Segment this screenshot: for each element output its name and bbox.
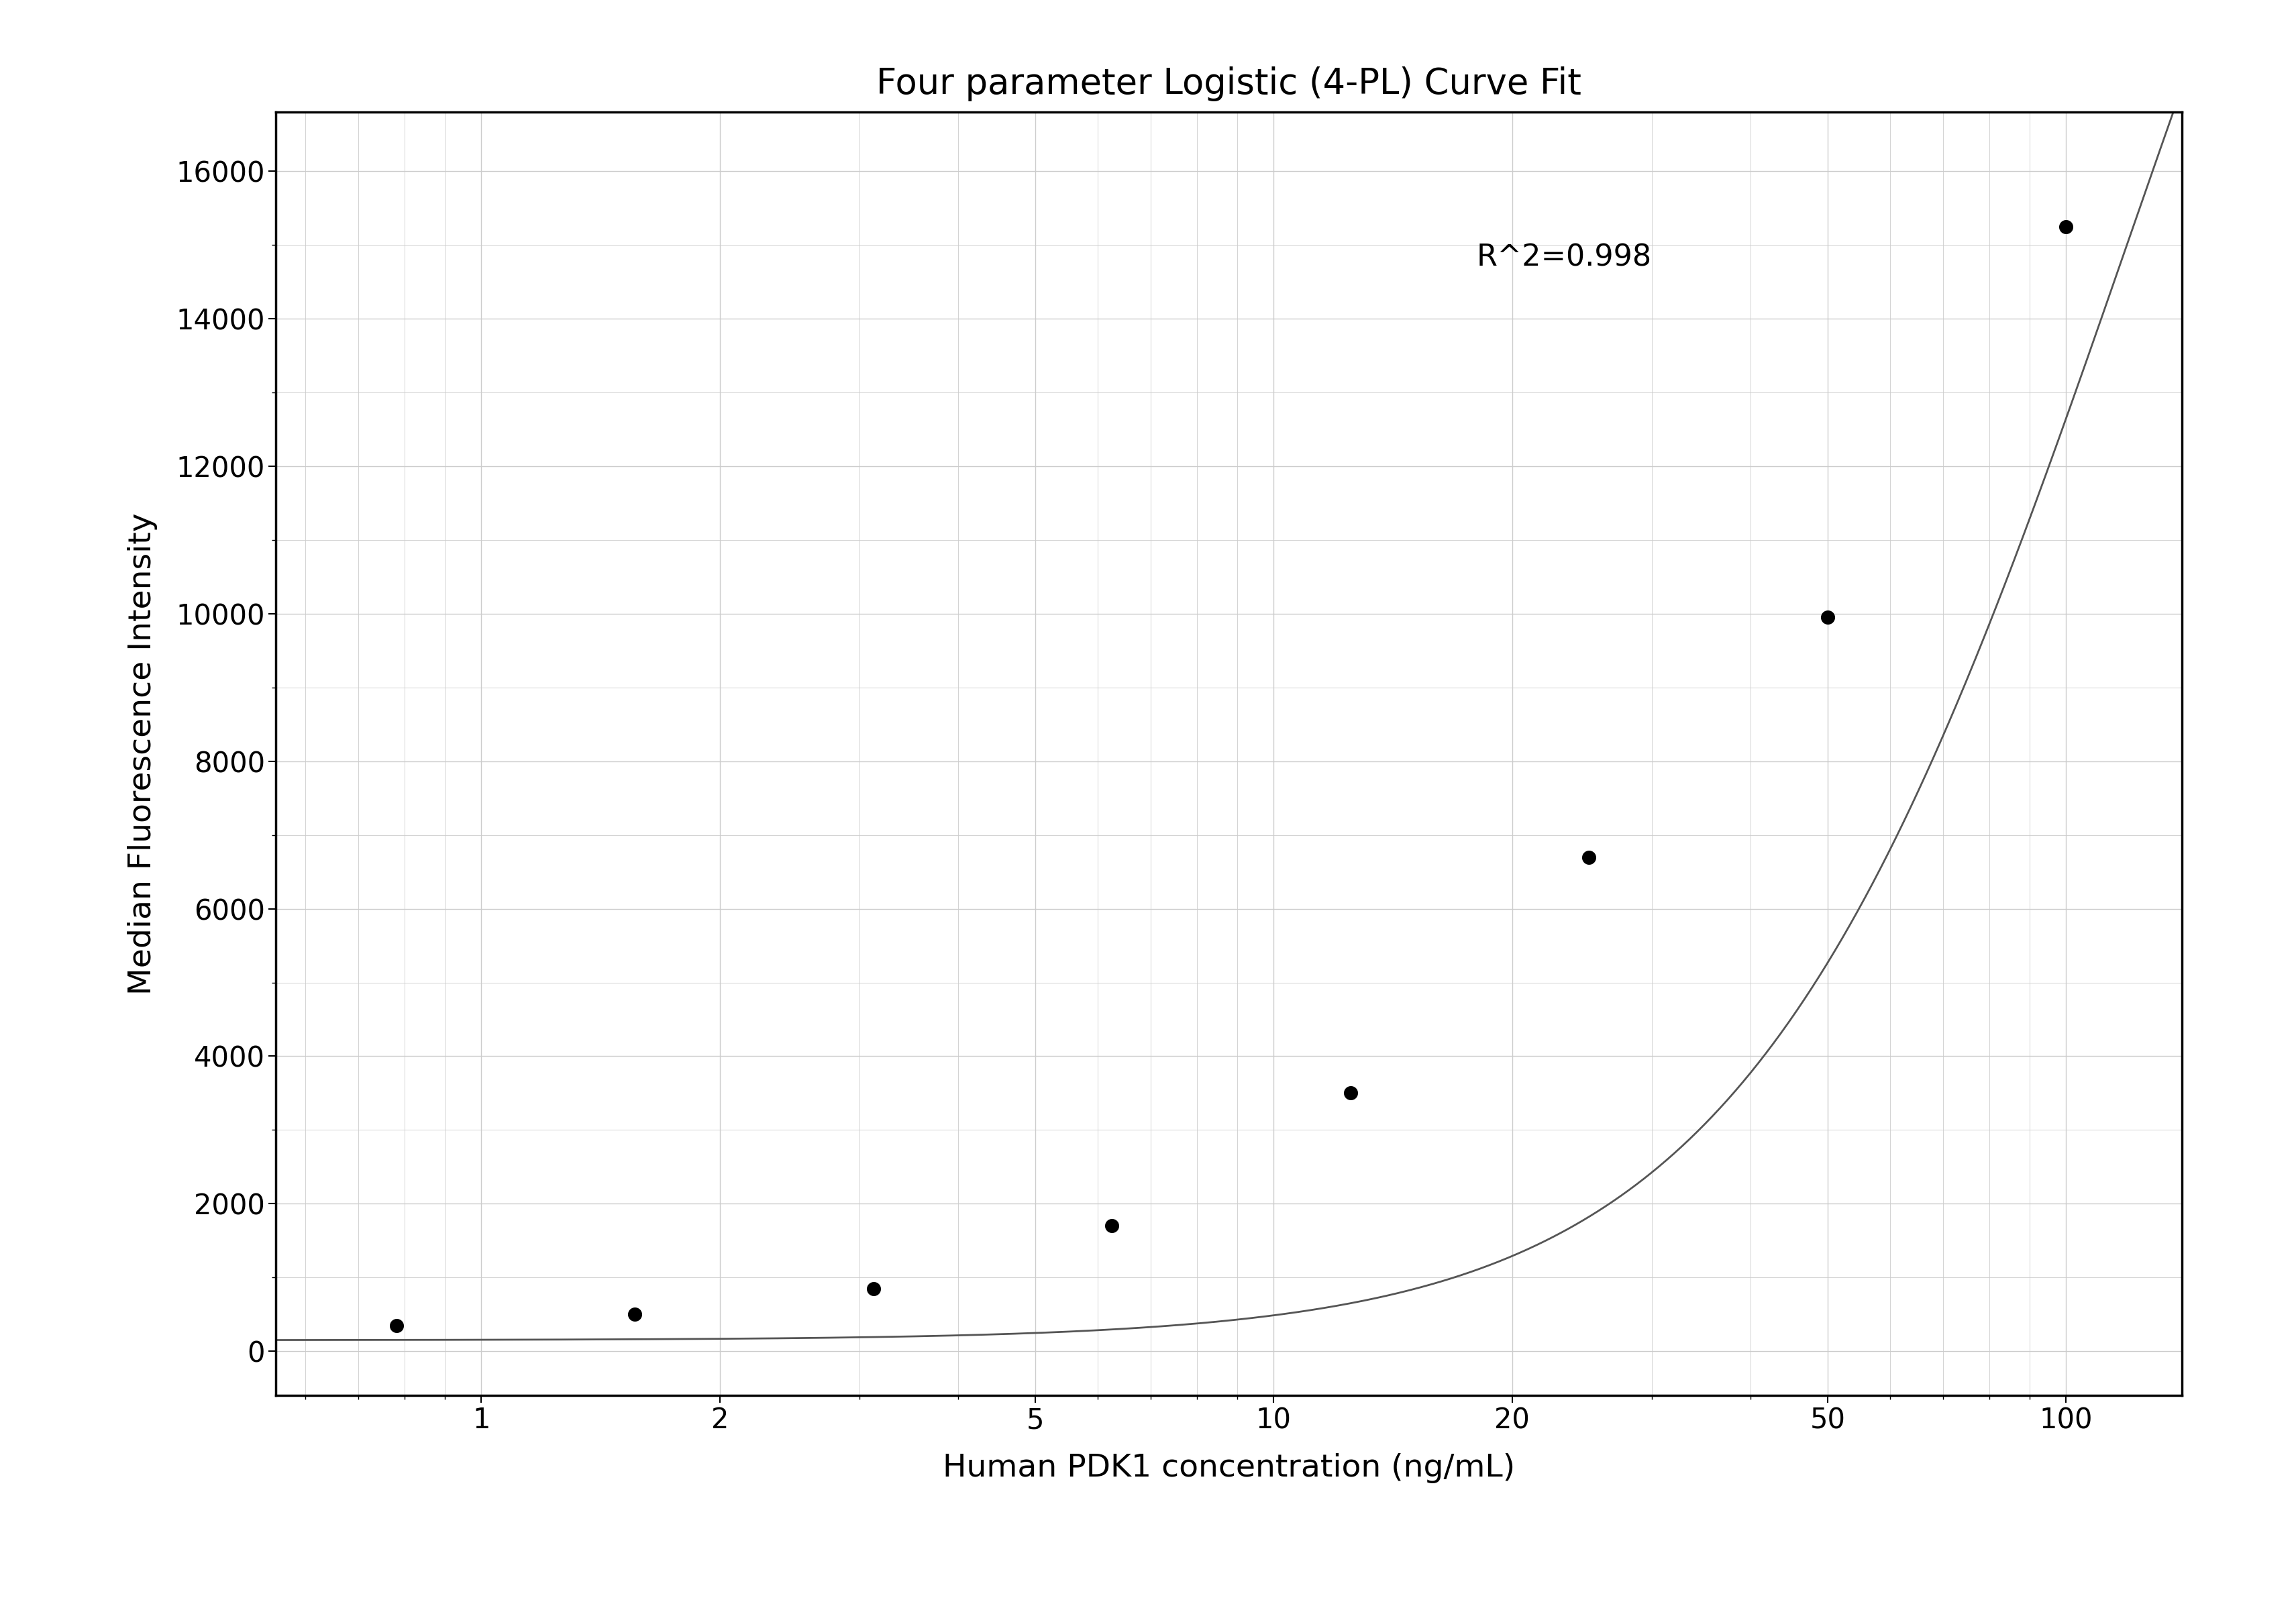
Point [615, 1301, 652, 1327]
Text: R^2=0.998: R^2=0.998 [1476, 244, 1651, 273]
Title: Four parameter Logistic (4-PL) Curve Fit: Four parameter Logistic (4-PL) Curve Fit [875, 66, 1582, 101]
Point [379, 1312, 416, 1338]
Point [1570, 844, 1607, 869]
Y-axis label: Median Fluorescence Intensity: Median Fluorescence Intensity [126, 513, 158, 994]
Point [1093, 1213, 1130, 1238]
X-axis label: Human PDK1 concentration (ng/mL): Human PDK1 concentration (ng/mL) [941, 1453, 1515, 1484]
Point [854, 1275, 891, 1301]
Point [1332, 1079, 1368, 1105]
Point [2048, 213, 2085, 239]
Point [1809, 605, 1846, 630]
